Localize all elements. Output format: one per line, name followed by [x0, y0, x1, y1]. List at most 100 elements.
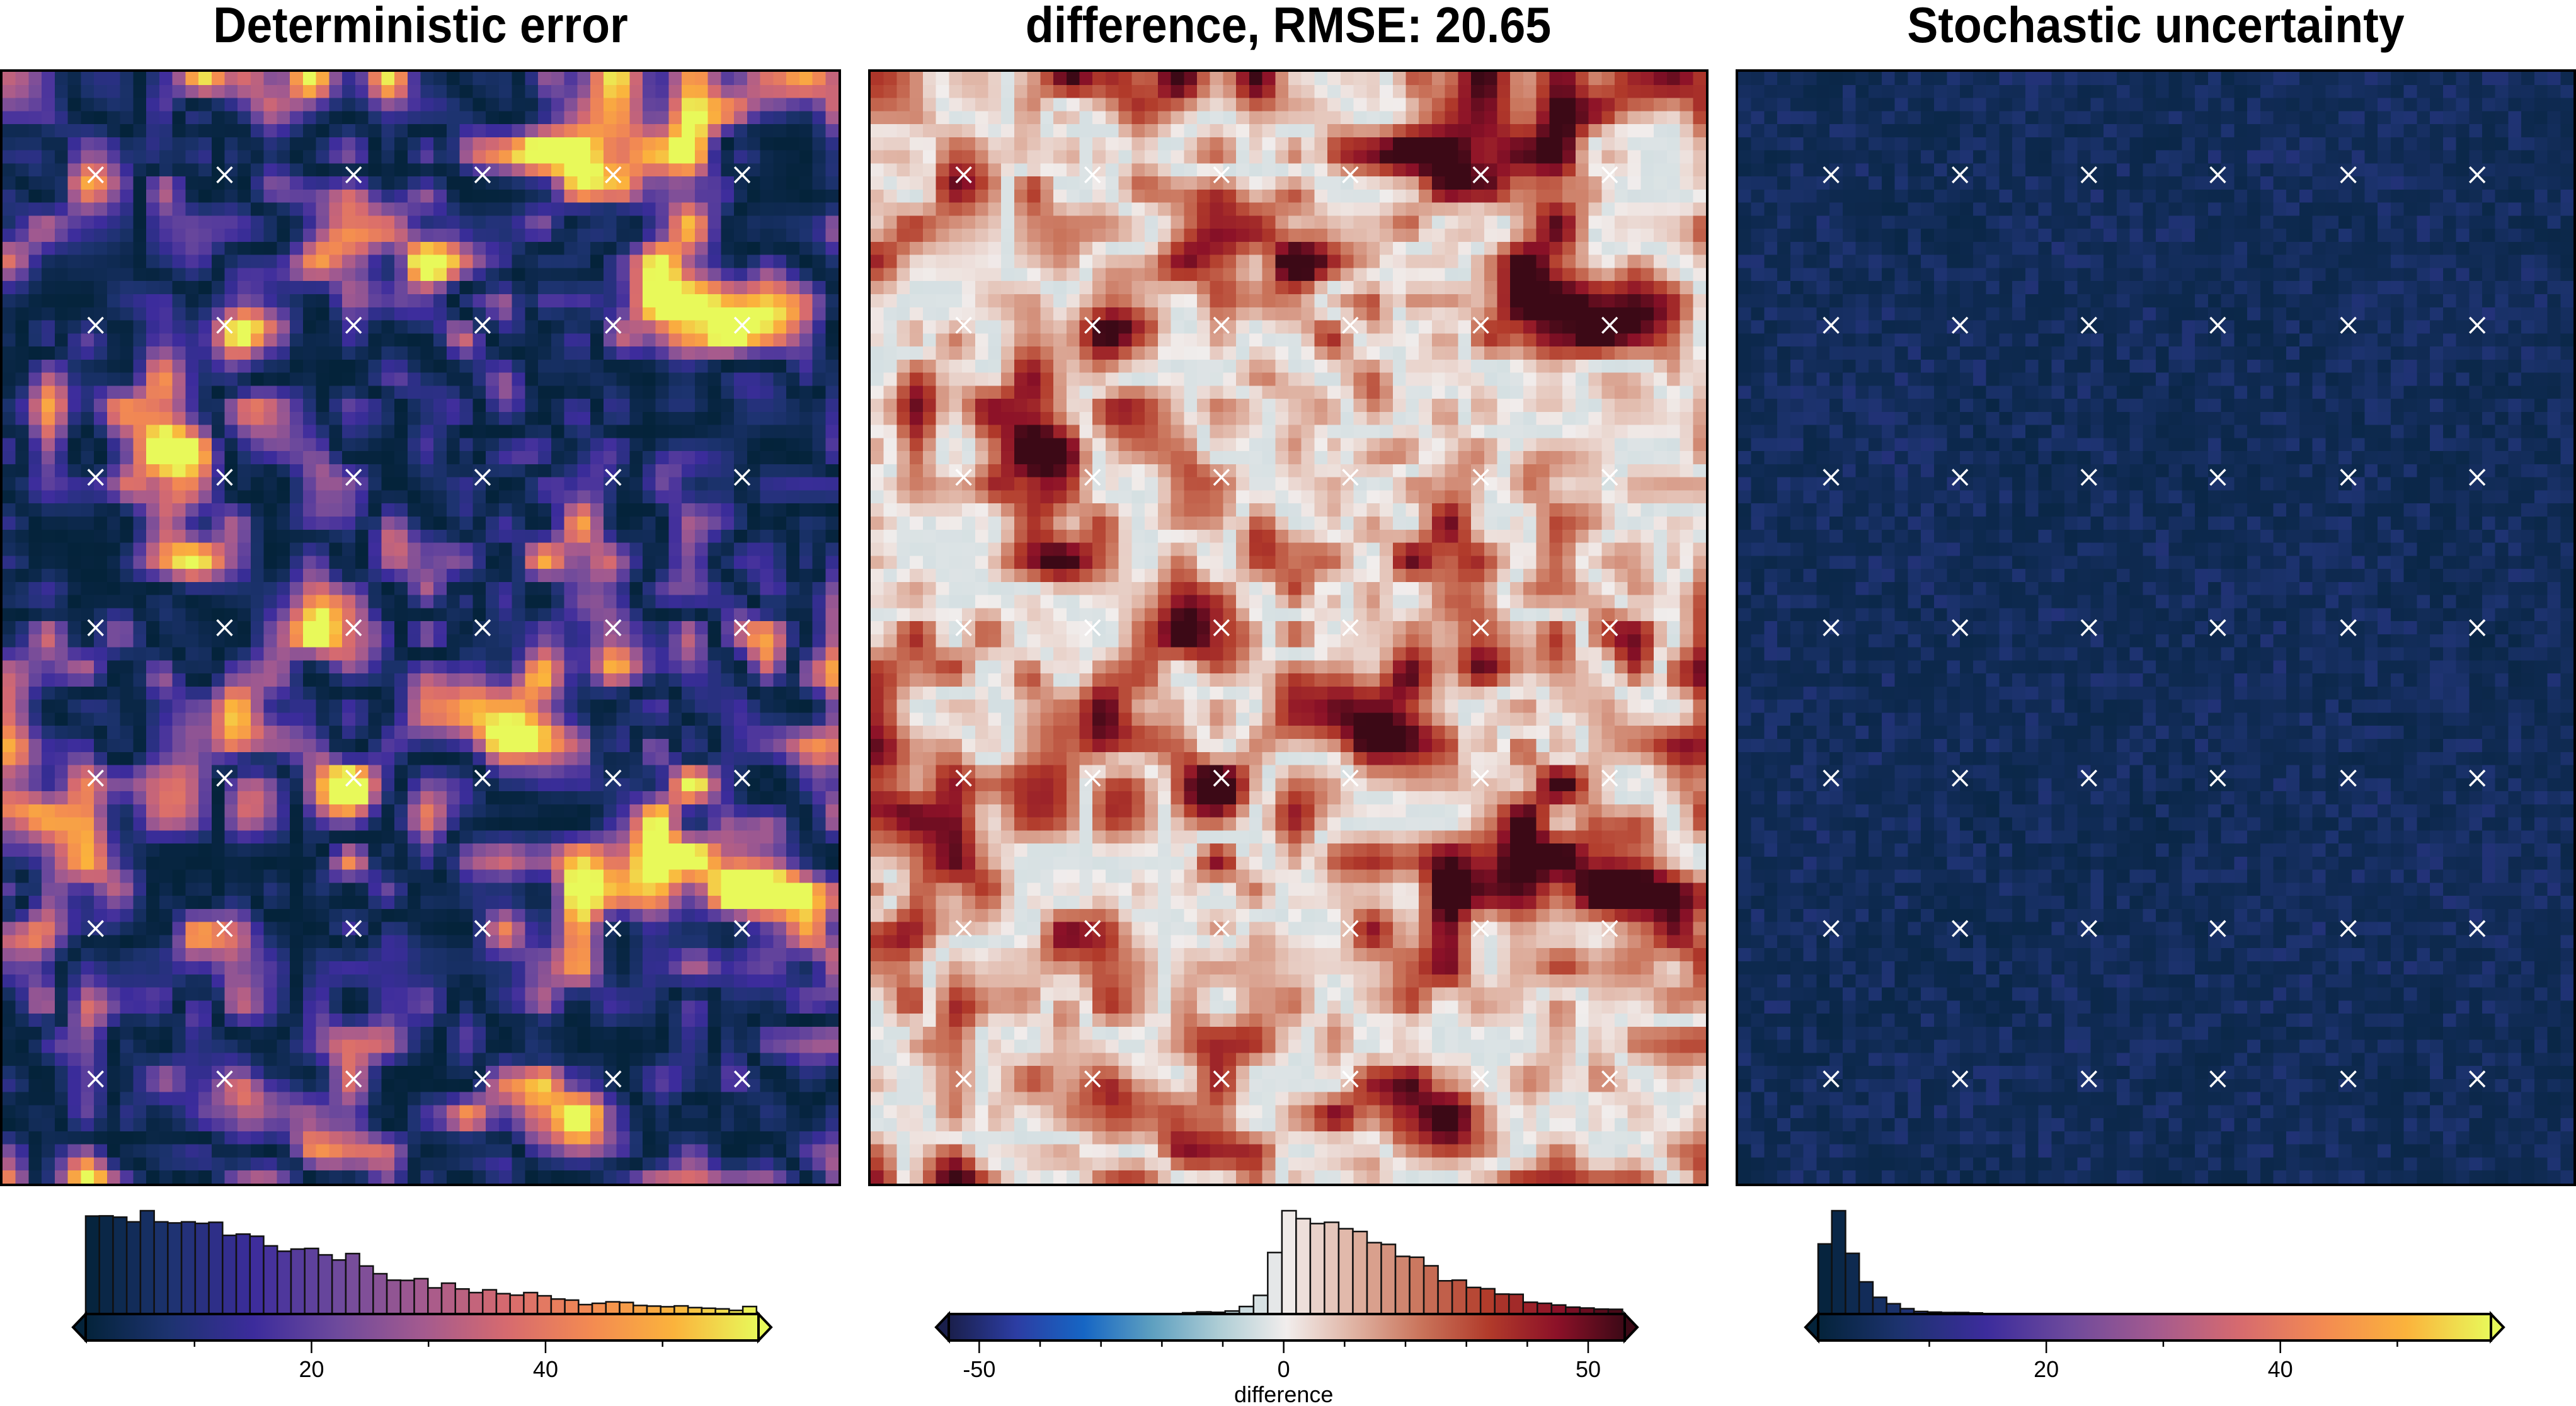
- sample-point-marker: [346, 620, 361, 636]
- heatmap-canvas: [3, 72, 839, 1184]
- sample-point-marker: [2210, 469, 2225, 485]
- sample-point-marker: [2210, 167, 2225, 183]
- sample-point-marker: [1952, 317, 1967, 333]
- colorbar-extend-high-triangle: [757, 1311, 773, 1344]
- sample-point-marker: [475, 921, 490, 937]
- histogram-bar: [1886, 1303, 1901, 1315]
- sample-point-marker: [88, 167, 103, 183]
- colorbar-extend-low-triangle: [934, 1311, 950, 1344]
- histogram-bar: [1252, 1295, 1269, 1315]
- sample-point-marker: [2210, 1072, 2225, 1087]
- sample-point-marker: [2470, 921, 2485, 937]
- sample-point-marker: [735, 469, 750, 485]
- sample-point-marker: [346, 1072, 361, 1087]
- sample-point-marker: [735, 770, 750, 786]
- sample-point-marker: [1474, 921, 1489, 937]
- marker-layer: [1738, 72, 2573, 1184]
- sample-point-marker: [1474, 167, 1489, 183]
- sample-point-marker: [88, 620, 103, 636]
- deterministic-error-map: [0, 69, 841, 1186]
- sample-point-marker: [2081, 620, 2097, 636]
- tick-label: 40: [533, 1356, 558, 1382]
- sample-point-marker: [1824, 1072, 1839, 1087]
- histogram-bar: [153, 1221, 169, 1315]
- sample-point-marker: [1474, 1072, 1489, 1087]
- sample-point-marker: [1952, 620, 1967, 636]
- sample-point-marker: [1952, 1072, 1967, 1087]
- histogram-bar: [304, 1247, 319, 1315]
- sample-point-marker: [1824, 770, 1839, 786]
- sample-point-marker: [735, 167, 750, 183]
- histogram-bar: [564, 1299, 580, 1315]
- sample-point-marker: [475, 469, 490, 485]
- sample-point-marker: [2210, 317, 2225, 333]
- tick-label: 40: [2268, 1356, 2293, 1382]
- sample-point-marker: [1214, 620, 1229, 636]
- histogram-bar: [263, 1245, 278, 1315]
- sample-point-marker: [1824, 317, 1839, 333]
- histogram-bar: [578, 1303, 593, 1315]
- histogram-bar: [1550, 1304, 1567, 1315]
- histogram-bar: [290, 1248, 306, 1315]
- panel-title-stochastic: Stochastic uncertainty: [1907, 0, 2405, 53]
- sample-point-marker: [1824, 921, 1839, 937]
- sample-point-marker: [217, 921, 232, 937]
- sample-point-marker: [956, 921, 971, 937]
- histogram-bar: [1537, 1302, 1553, 1315]
- sample-point-marker: [1214, 167, 1229, 183]
- histogram-bar: [1451, 1279, 1467, 1315]
- histogram-bar: [550, 1298, 566, 1315]
- sample-point-marker: [1342, 469, 1358, 485]
- sample-point-marker: [956, 469, 971, 485]
- sample-point-marker: [1342, 921, 1358, 937]
- sample-point-marker: [1085, 167, 1100, 183]
- sample-point-marker: [956, 167, 971, 183]
- histogram-bar: [1494, 1293, 1510, 1315]
- histogram-bar: [1366, 1242, 1382, 1315]
- histogram-bar: [495, 1293, 511, 1315]
- sample-point-marker: [2081, 921, 2097, 937]
- histogram-bar: [591, 1302, 607, 1315]
- sample-point-marker: [605, 620, 621, 636]
- sample-point-marker: [1214, 770, 1229, 786]
- colorbar-extend-low-triangle: [1804, 1311, 1819, 1344]
- histogram-bar: [1324, 1221, 1340, 1315]
- sample-point-marker: [1214, 317, 1229, 333]
- sample-point-marker: [1602, 770, 1617, 786]
- sample-point-marker: [1602, 317, 1617, 333]
- sample-point-marker: [88, 469, 103, 485]
- sample-point-marker: [2470, 167, 2485, 183]
- sample-point-marker: [1602, 1072, 1617, 1087]
- sample-point-marker: [88, 770, 103, 786]
- marker-layer: [871, 72, 1706, 1184]
- histogram-bar: [1309, 1223, 1325, 1315]
- sample-point-marker: [1602, 921, 1617, 937]
- sample-point-marker: [956, 317, 971, 333]
- colorbar-svg: 20 40: [1804, 1209, 2505, 1382]
- histogram-bar: [125, 1221, 142, 1315]
- histogram-bar: [1858, 1281, 1874, 1315]
- histogram-bar: [112, 1216, 128, 1315]
- histogram-bar: [523, 1291, 539, 1315]
- sample-point-marker: [346, 167, 361, 183]
- histogram-bar: [1872, 1296, 1887, 1315]
- sample-point-marker: [605, 921, 621, 937]
- histogram-bar: [180, 1221, 197, 1315]
- sample-point-marker: [217, 620, 232, 636]
- sample-point-marker: [605, 770, 621, 786]
- histogram-bar: [84, 1215, 100, 1315]
- sample-point-marker: [1474, 317, 1489, 333]
- tick-label: 20: [2034, 1356, 2059, 1382]
- histogram-bar: [194, 1222, 210, 1315]
- histogram-bar: [468, 1291, 484, 1315]
- sample-point-marker: [2081, 317, 2097, 333]
- sample-point-marker: [2081, 770, 2097, 786]
- sample-point-marker: [605, 317, 621, 333]
- sample-point-marker: [217, 317, 232, 333]
- sample-point-marker: [1602, 620, 1617, 636]
- histogram-bar: [1295, 1218, 1312, 1315]
- sample-point-marker: [2470, 770, 2485, 786]
- sample-point-marker: [2341, 770, 2356, 786]
- sample-point-marker: [2470, 469, 2485, 485]
- sample-point-marker: [2210, 620, 2225, 636]
